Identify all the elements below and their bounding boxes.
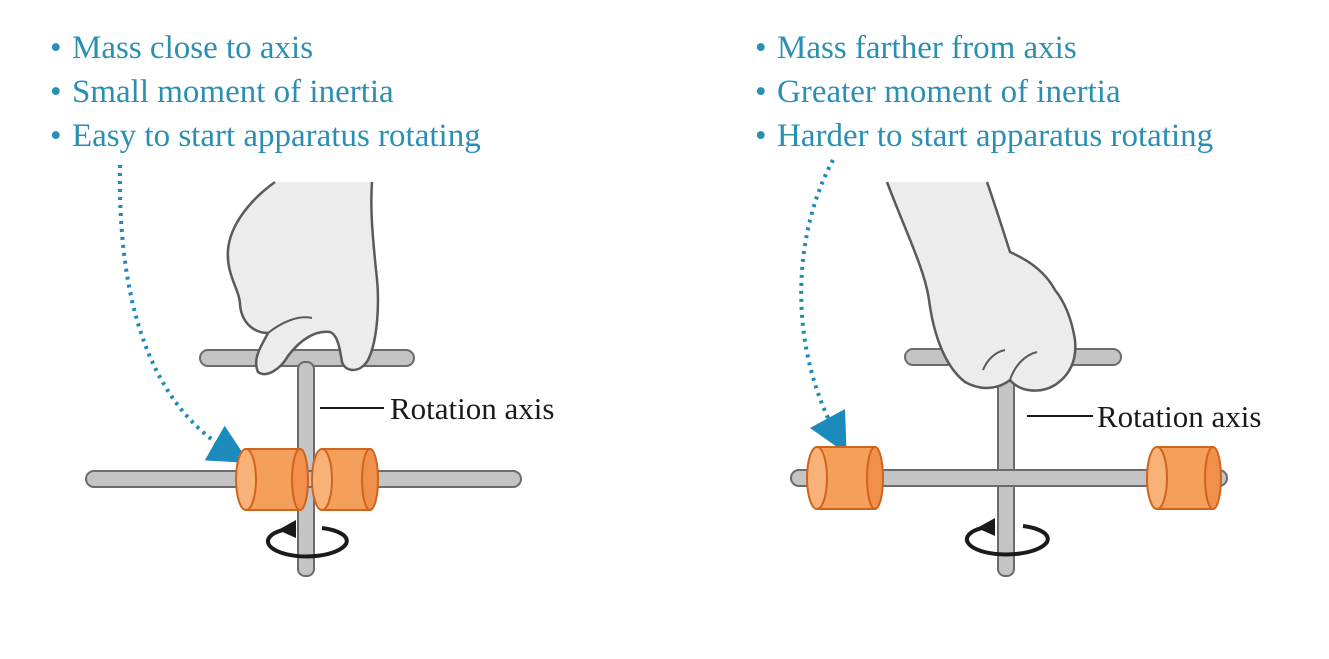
bullet-list-left: • Mass close to axis • Small moment of ine… xyxy=(50,26,481,158)
rotation-arrow-icon xyxy=(965,518,1050,557)
axis-label: Rotation axis xyxy=(1097,399,1261,434)
bullet-item: • Mass close to axis xyxy=(50,30,314,66)
axis-label: Rotation axis xyxy=(390,391,554,426)
mass-cylinder xyxy=(235,448,309,511)
mass-cylinder xyxy=(311,448,379,511)
dotted-arrow-icon xyxy=(117,164,250,463)
apparatus-diagram-right: Rotation axis xyxy=(790,159,1261,577)
bullet-item: • Greater moment of inertia xyxy=(755,74,1121,110)
bullet-item: • Easy to start apparatus rotating xyxy=(50,118,481,154)
panel-mass-close: • Mass close to axis • Small moment of ine… xyxy=(0,0,664,659)
bullet-item: • Mass farther from axis xyxy=(755,30,1077,66)
hand-icon xyxy=(885,181,1077,392)
mass-cylinder xyxy=(1146,446,1222,510)
apparatus-diagram-left: Rotation axis xyxy=(85,164,554,577)
bullet-item: • Small moment of inertia xyxy=(50,74,394,110)
axis-rod xyxy=(997,359,1015,577)
hand-icon xyxy=(226,180,380,376)
horizontal-rod xyxy=(790,469,1228,487)
bullet-list-right: • Mass farther from axis • Greater moment … xyxy=(755,26,1213,158)
panel-mass-far: • Mass farther from axis • Greater moment … xyxy=(665,0,1329,659)
mass-cylinder xyxy=(806,446,884,510)
bullet-item: • Harder to start apparatus rotating xyxy=(755,118,1214,154)
rotation-arrow-icon xyxy=(266,520,349,559)
dotted-arrow-icon xyxy=(799,159,847,454)
